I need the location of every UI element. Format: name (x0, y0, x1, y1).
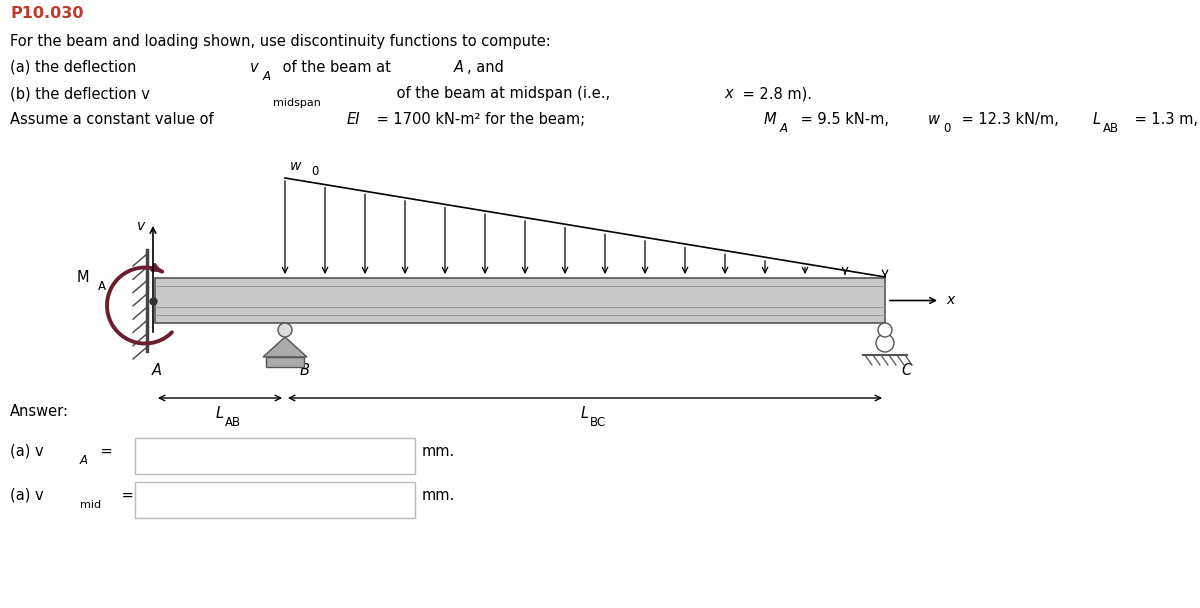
Text: L: L (1093, 112, 1102, 127)
Text: = 1700 kN-m² for the beam;: = 1700 kN-m² for the beam; (372, 112, 589, 127)
Text: v: v (250, 60, 259, 75)
Text: A: A (263, 70, 271, 83)
Text: A: A (780, 122, 788, 135)
Text: (a) v: (a) v (10, 444, 43, 459)
Text: =: = (118, 488, 133, 503)
Text: w: w (928, 112, 940, 127)
Text: AB: AB (1103, 122, 1120, 135)
Text: of the beam at: of the beam at (278, 60, 396, 75)
Text: mid: mid (80, 500, 101, 510)
Text: =: = (96, 444, 113, 459)
Text: 0: 0 (943, 122, 950, 135)
Text: A: A (98, 280, 106, 294)
Circle shape (278, 323, 292, 337)
Text: (a) the deflection: (a) the deflection (10, 60, 142, 75)
Text: mm.: mm. (422, 488, 455, 503)
Text: = 12.3 kN/m,: = 12.3 kN/m, (958, 112, 1063, 127)
Bar (266, 357, 304, 367)
Text: M: M (77, 271, 89, 286)
Text: x: x (724, 86, 733, 101)
Text: L: L (581, 406, 589, 421)
Text: mm.: mm. (422, 444, 455, 459)
Text: A: A (454, 60, 464, 75)
Text: AB: AB (224, 416, 241, 429)
Text: 0: 0 (311, 165, 318, 178)
Text: midspan: midspan (274, 98, 320, 108)
Text: BC: BC (590, 416, 606, 429)
Text: A: A (152, 363, 162, 378)
Text: P10.030: P10.030 (10, 6, 84, 21)
Text: C: C (902, 363, 912, 378)
Text: x: x (946, 294, 954, 308)
Text: w: w (290, 159, 301, 173)
Text: L: L (216, 406, 224, 421)
Text: = 9.5 kN-m,: = 9.5 kN-m, (796, 112, 894, 127)
Text: EI: EI (347, 112, 361, 127)
Polygon shape (155, 278, 886, 323)
Text: B: B (300, 363, 310, 378)
Text: A: A (80, 454, 88, 467)
Text: M: M (764, 112, 776, 127)
Text: = 2.8 m).: = 2.8 m). (738, 86, 812, 101)
Text: Assume a constant value of: Assume a constant value of (10, 112, 218, 127)
Text: of the beam at midspan (i.e.,: of the beam at midspan (i.e., (392, 86, 614, 101)
Text: (b) the deflection v: (b) the deflection v (10, 86, 150, 101)
Bar (134, 482, 415, 518)
Text: Answer:: Answer: (10, 404, 70, 419)
Text: = 1.3 m,: = 1.3 m, (1130, 112, 1200, 127)
Polygon shape (263, 337, 307, 357)
Text: v: v (137, 219, 145, 233)
Text: For the beam and loading shown, use discontinuity functions to compute:: For the beam and loading shown, use disc… (10, 34, 551, 49)
Circle shape (876, 334, 894, 352)
Text: (a) v: (a) v (10, 488, 43, 503)
Bar (134, 438, 415, 474)
Circle shape (878, 323, 892, 337)
Text: , and: , and (467, 60, 504, 75)
